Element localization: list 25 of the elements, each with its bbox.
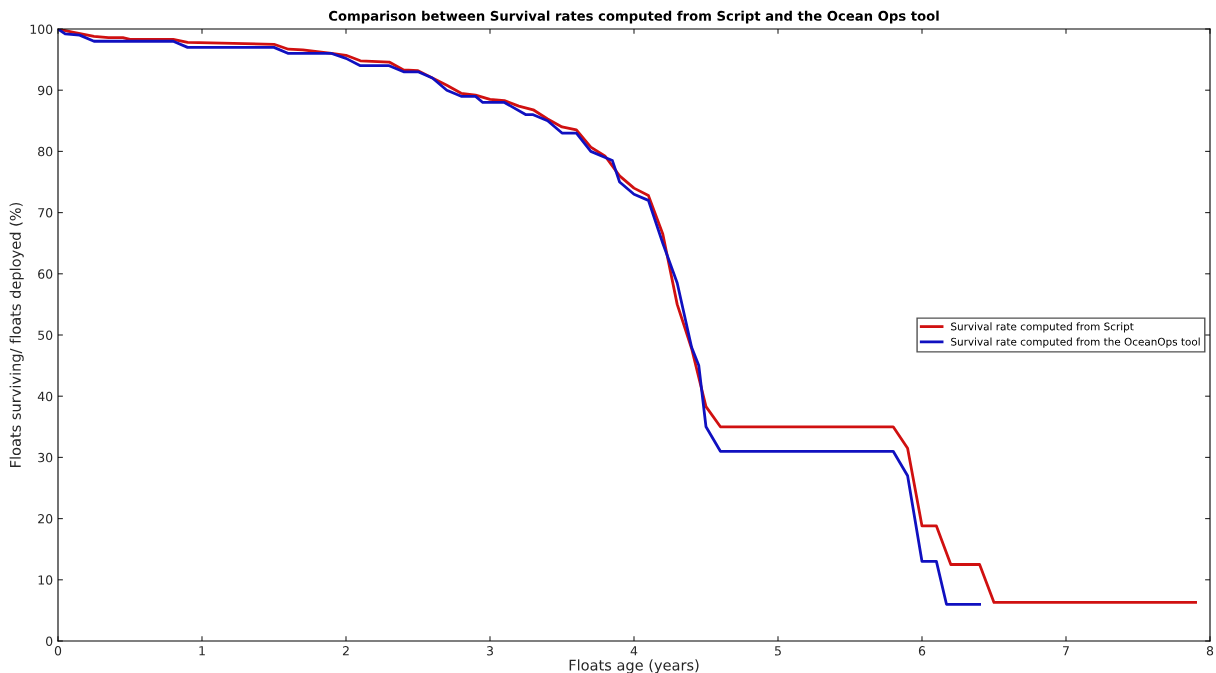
- y-tick-label: 70: [38, 208, 53, 218]
- y-tick-label: 40: [37, 391, 53, 402]
- y-tick-label: 80: [38, 146, 53, 157]
- y-tick-label: 0: [46, 636, 53, 646]
- y-tick-label: 50: [38, 330, 53, 340]
- y-tick-label: 20: [38, 514, 53, 524]
- x-tick-label: 8: [1206, 646, 1214, 656]
- y-tick-label: 60: [38, 269, 53, 279]
- y-axis-title: Floats surviving/ floats deployed (%): [9, 202, 24, 467]
- y-tick-label: 100: [30, 24, 53, 34]
- x-tick-label: 7: [1063, 646, 1069, 656]
- x-tick-label: 3: [486, 646, 493, 656]
- y-tick-label: 90: [38, 85, 53, 96]
- legend-label: Survival rate computed from the OceanOps tool: [951, 337, 1200, 348]
- y-tick-label: 10: [38, 575, 53, 585]
- x-axis-title: Floats age (years): [569, 659, 699, 673]
- x-tick-label: 2: [342, 646, 349, 656]
- x-tick-label: 4: [630, 646, 638, 656]
- legend-label: Survival rate computed from Script: [951, 322, 1134, 333]
- x-tick-label: 5: [774, 646, 781, 656]
- x-tick-label: 6: [918, 646, 926, 656]
- x-tick-label: 0: [54, 646, 62, 656]
- y-tick-label: 30: [38, 452, 53, 463]
- x-tick-label: 1: [199, 646, 205, 656]
- chart-title: Comparison between Survival rates computed from Script and the Ocean Ops tool: [328, 10, 939, 24]
